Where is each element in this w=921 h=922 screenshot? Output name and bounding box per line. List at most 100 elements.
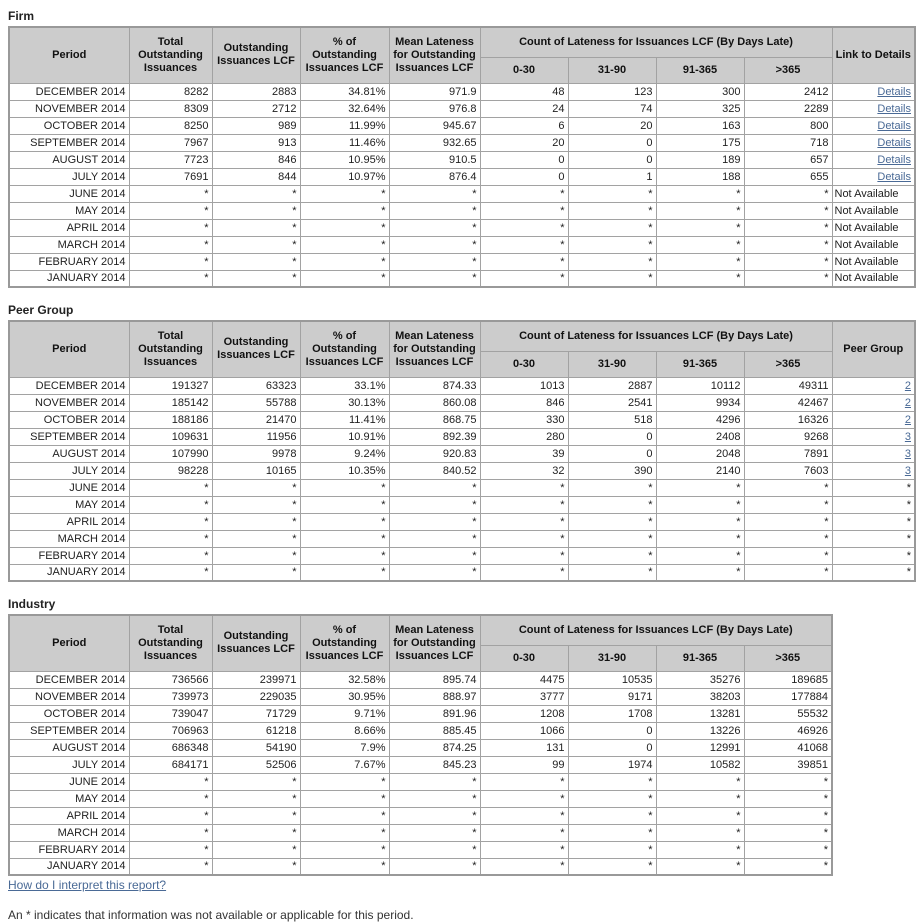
value-cell: *	[479, 201, 569, 220]
period-cell: DECEMBER 2014	[8, 376, 130, 395]
value-cell: 2887	[567, 376, 657, 395]
extra-cell: Not Available	[831, 218, 916, 237]
peer-group-link[interactable]: 3	[904, 464, 911, 477]
value-cell: 739973	[128, 687, 213, 706]
value-cell: 8.66%	[299, 721, 390, 740]
value-cell: *	[211, 546, 301, 565]
peer-group-link[interactable]: 2	[904, 379, 911, 392]
value-cell: 11.41%	[299, 410, 390, 429]
value-cell: *	[388, 235, 481, 254]
table-row: FEBRUARY 2014 * * * * * * * * Not Available	[8, 252, 916, 271]
col-header-period: Period	[8, 320, 130, 378]
value-cell: *	[567, 512, 657, 531]
col-header-period: Period	[8, 26, 130, 84]
extra-cell: 2	[831, 376, 916, 395]
period-cell: NOVEMBER 2014	[8, 99, 130, 118]
value-cell: *	[655, 546, 745, 565]
period-cell: APRIL 2014	[8, 806, 130, 825]
firm-table: Period Total Outstanding Issuances Outst…	[8, 26, 916, 288]
value-cell: *	[567, 478, 657, 497]
value-cell: *	[388, 512, 481, 531]
details-link[interactable]: Details	[877, 170, 911, 183]
value-cell: 0	[479, 167, 569, 186]
period-cell: AUGUST 2014	[8, 738, 130, 757]
col-header-total-outstanding: Total Outstanding Issuances	[128, 320, 213, 378]
value-cell: *	[479, 789, 569, 808]
value-cell: *	[299, 840, 390, 859]
value-cell: 30.95%	[299, 687, 390, 706]
peer-group-link[interactable]: 3	[904, 430, 911, 443]
value-cell: *	[299, 529, 390, 548]
value-cell: 718	[743, 133, 833, 152]
value-cell: *	[567, 184, 657, 203]
value-cell: *	[567, 857, 657, 876]
period-cell: MARCH 2014	[8, 823, 130, 842]
details-link[interactable]: Details	[877, 102, 911, 115]
value-cell: 2408	[655, 427, 745, 446]
value-cell: *	[211, 789, 301, 808]
peer-group-link[interactable]: 2	[904, 413, 911, 426]
value-cell: *	[128, 201, 213, 220]
value-cell: 55788	[211, 393, 301, 412]
col-header-pct-outstanding-lcf: % of Outstanding Issuances LCF	[299, 320, 390, 378]
details-link[interactable]: Details	[877, 153, 911, 166]
value-cell: *	[479, 478, 569, 497]
value-cell: 61218	[211, 721, 301, 740]
value-cell: 888.97	[388, 687, 481, 706]
period-cell: DECEMBER 2014	[8, 670, 130, 689]
value-cell: 7691	[128, 167, 213, 186]
value-cell: *	[388, 563, 481, 582]
col-header-outstanding-lcf: Outstanding Issuances LCF	[211, 614, 301, 672]
extra-cell: Not Available	[831, 252, 916, 271]
value-cell: 7891	[743, 444, 833, 463]
table-row: JULY 2014 7691 844 10.97% 876.4 0 1 188 655 Detai…	[8, 167, 916, 186]
value-cell: 895.74	[388, 670, 481, 689]
value-cell: 239971	[211, 670, 301, 689]
table-row: JULY 2014 98228 10165 10.35% 840.52 32 390 2140…	[8, 461, 916, 480]
value-cell: 189685	[743, 670, 833, 689]
value-cell: *	[388, 201, 481, 220]
col-header-bucket-gt-365: >365	[743, 644, 833, 672]
value-cell: *	[567, 823, 657, 842]
value-cell: 20	[479, 133, 569, 152]
details-link[interactable]: Details	[877, 119, 911, 132]
value-cell: *	[743, 184, 833, 203]
value-cell: 885.45	[388, 721, 481, 740]
col-header-bucket-0-30: 0-30	[479, 644, 569, 672]
value-cell: 7603	[743, 461, 833, 480]
value-cell: *	[128, 563, 213, 582]
value-cell: 845.23	[388, 755, 481, 774]
value-cell: *	[479, 806, 569, 825]
value-cell: 39851	[743, 755, 833, 774]
value-cell: *	[388, 495, 481, 514]
value-cell: *	[743, 840, 833, 859]
table-row: APRIL 2014 * * * * * * * * *	[8, 512, 916, 531]
peer-group-link[interactable]: 2	[904, 396, 911, 409]
details-link[interactable]: Details	[877, 85, 911, 98]
value-cell: 11.99%	[299, 116, 390, 135]
interpret-report-link[interactable]: How do I interpret this report?	[8, 878, 167, 892]
value-cell: 2048	[655, 444, 745, 463]
value-cell: 21470	[211, 410, 301, 429]
value-cell: *	[743, 789, 833, 808]
value-cell: 34.81%	[299, 82, 390, 101]
col-header-bucket-91-365: 91-365	[655, 350, 745, 378]
value-cell: *	[655, 235, 745, 254]
value-cell: *	[388, 184, 481, 203]
col-header-bucket-gt-365: >365	[743, 56, 833, 84]
value-cell: *	[299, 563, 390, 582]
value-cell: *	[211, 857, 301, 876]
value-cell: *	[743, 269, 833, 288]
peer-group-link[interactable]: 3	[904, 447, 911, 460]
value-cell: *	[128, 184, 213, 203]
value-cell: *	[479, 840, 569, 859]
details-link[interactable]: Details	[877, 136, 911, 149]
value-cell: *	[388, 772, 481, 791]
value-cell: 655	[743, 167, 833, 186]
value-cell: 123	[567, 82, 657, 101]
value-cell: 39	[479, 444, 569, 463]
value-cell: *	[299, 772, 390, 791]
value-cell: *	[299, 201, 390, 220]
period-cell: JUNE 2014	[8, 184, 130, 203]
value-cell: 188186	[128, 410, 213, 429]
